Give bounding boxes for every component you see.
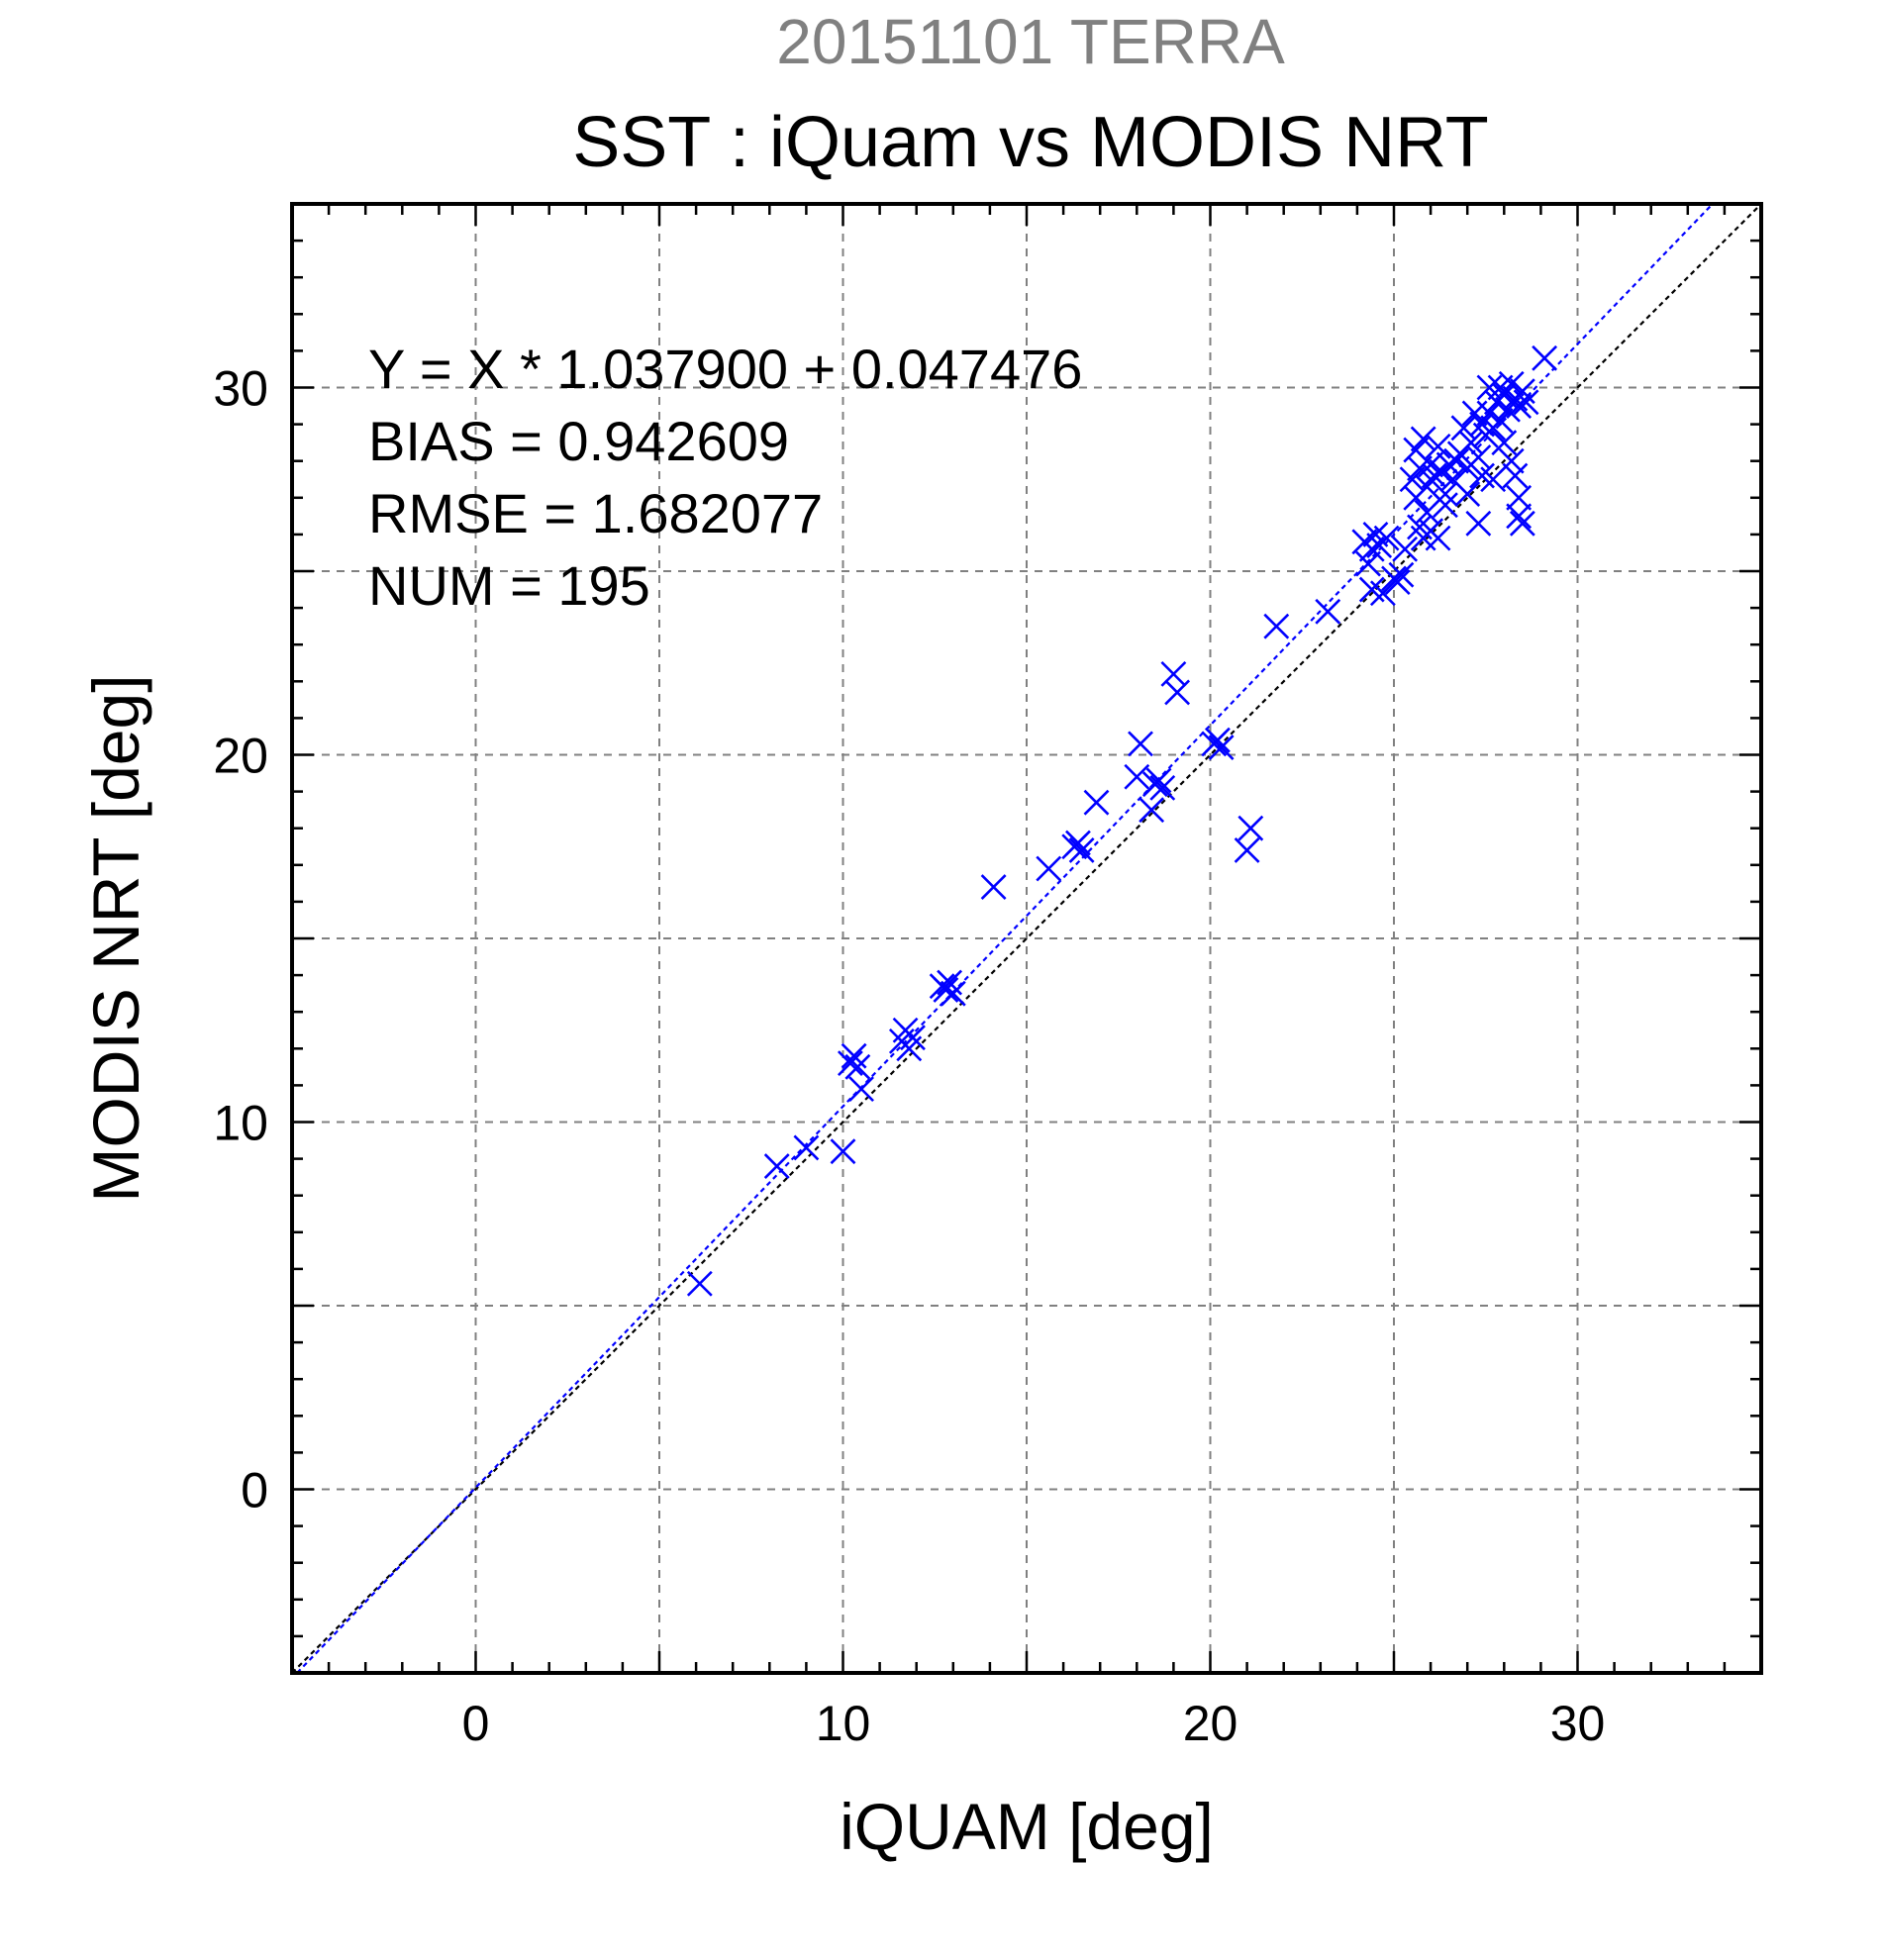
data-point-marker — [1388, 561, 1415, 588]
data-point-marker — [1491, 430, 1518, 456]
data-point-marker — [1443, 447, 1469, 474]
tick-labels: 0 10 20 30 0 10 20 30 — [213, 361, 1605, 1752]
data-point-marker — [933, 977, 959, 1003]
data-point-marker — [1392, 536, 1419, 562]
data-point-marker — [1138, 797, 1165, 824]
data-point-marker — [1425, 433, 1451, 459]
annotation-line: RMSE = 1.682077 — [368, 482, 823, 544]
x-axis-label: iQUAM [deg] — [840, 1790, 1214, 1863]
data-point-marker — [1476, 374, 1503, 401]
plot-frame — [290, 202, 1763, 1675]
data-point-marker — [1355, 550, 1381, 577]
x-tick-label: 20 — [1183, 1696, 1238, 1751]
data-point-marker — [1506, 503, 1533, 530]
data-point-marker — [848, 1076, 874, 1103]
x-tick-label: 30 — [1550, 1696, 1606, 1751]
data-point-marker — [1160, 660, 1187, 687]
data-point-marker — [940, 980, 966, 1007]
chart-suptitle: 20151101 TERRA — [776, 6, 1285, 77]
y-tick-label: 20 — [213, 729, 268, 784]
regression-fit-line — [296, 203, 1714, 1674]
data-point-marker — [1315, 598, 1341, 625]
data-point-marker — [1208, 735, 1235, 760]
data-point-marker — [1487, 407, 1514, 434]
data-point-marker — [1465, 510, 1492, 537]
data-point-marker — [1509, 510, 1535, 537]
identity-line — [291, 203, 1762, 1674]
y-tick-label: 30 — [213, 361, 268, 417]
data-point-marker — [1433, 481, 1458, 508]
statistics-annotation: Y = X * 1.037900 + 0.047476 BIAS = 0.9426… — [368, 338, 1082, 617]
annotation-line: BIAS = 0.942609 — [368, 410, 789, 472]
data-point-marker — [1124, 763, 1150, 790]
x-tick-label: 0 — [462, 1696, 490, 1751]
data-point-marker — [1164, 679, 1191, 706]
y-tick-label: 10 — [213, 1096, 268, 1151]
data-point-marker — [1234, 837, 1260, 863]
data-point-marker — [1502, 462, 1529, 489]
data-point-marker — [1454, 481, 1481, 508]
data-point-marker — [686, 1270, 713, 1297]
annotation-line: Y = X * 1.037900 + 0.047476 — [368, 338, 1082, 400]
data-point-marker — [1384, 569, 1411, 596]
data-point-marker — [1263, 613, 1290, 639]
y-tick-label: 0 — [241, 1463, 268, 1519]
data-point-marker — [980, 874, 1007, 900]
data-point-marker — [763, 1153, 790, 1179]
data-point-marker — [1425, 525, 1451, 551]
data-point-marker — [838, 1050, 863, 1077]
data-point-marker — [1065, 830, 1091, 856]
data-point-marker — [1433, 492, 1458, 519]
data-point-marker — [1513, 389, 1539, 416]
data-point-marker — [844, 1053, 871, 1080]
data-point-marker — [1498, 370, 1525, 397]
data-point-marker — [1083, 789, 1110, 816]
data-point-marker — [1128, 731, 1153, 757]
data-point-marker — [1036, 855, 1062, 882]
y-axis-label: MODIS NRT [deg] — [79, 674, 152, 1202]
data-point-marker — [1506, 393, 1533, 419]
data-point-marker — [1149, 774, 1176, 801]
data-point-marker — [1506, 484, 1533, 511]
data-point-marker — [793, 1134, 820, 1161]
data-point-marker — [1457, 430, 1484, 456]
data-point-marker — [1068, 837, 1095, 863]
data-point-marker — [900, 1025, 926, 1051]
reference-lines — [291, 203, 1762, 1674]
x-tick-label: 10 — [816, 1696, 871, 1751]
data-point-marker — [830, 1138, 856, 1165]
data-point-marker — [1145, 767, 1172, 794]
data-point-marker — [1373, 525, 1400, 551]
data-point-marker — [1532, 344, 1558, 371]
annotation-line: NUM = 195 — [368, 554, 650, 617]
chart-title: SST : iQuam vs MODIS NRT — [572, 103, 1489, 182]
data-point-marker — [1238, 815, 1264, 841]
data-point-marker — [1410, 426, 1436, 452]
data-point-marker — [1358, 536, 1385, 562]
data-point-marker — [1205, 727, 1231, 753]
data-point-marker — [1498, 447, 1525, 474]
data-points — [686, 344, 1558, 1297]
